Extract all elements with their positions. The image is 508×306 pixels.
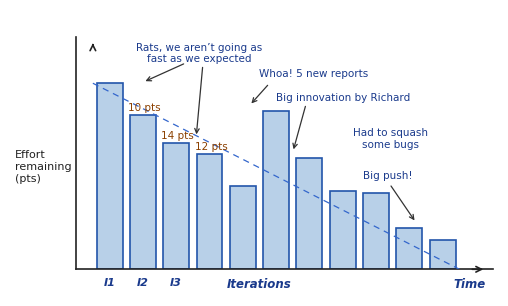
Text: I3: I3 (170, 278, 182, 288)
Text: 10 pts: 10 pts (128, 103, 161, 113)
Text: Big innovation by Richard: Big innovation by Richard (276, 93, 410, 103)
Bar (430, 240, 456, 269)
Text: Had to squash
some bugs: Had to squash some bugs (353, 128, 428, 150)
Text: Big push!: Big push! (363, 171, 412, 181)
Text: I1: I1 (104, 278, 115, 288)
Bar (197, 154, 223, 269)
Text: Rats, we aren’t going as
fast as we expected: Rats, we aren’t going as fast as we expe… (136, 43, 263, 64)
Bar (363, 193, 389, 269)
Bar (263, 111, 289, 269)
Text: 14 pts: 14 pts (161, 131, 194, 141)
Bar (297, 158, 323, 269)
Bar (396, 228, 423, 269)
Text: Iterations: Iterations (227, 278, 292, 291)
Text: Whoa! 5 new reports: Whoa! 5 new reports (260, 69, 369, 79)
Text: I2: I2 (137, 278, 149, 288)
Bar (97, 83, 122, 269)
Bar (330, 191, 356, 269)
Bar (130, 115, 156, 269)
Text: 12 pts: 12 pts (195, 142, 227, 152)
Text: Time: Time (453, 278, 486, 291)
Bar (230, 185, 256, 269)
Bar (163, 143, 189, 269)
Text: Effort
remaining
(pts): Effort remaining (pts) (15, 150, 71, 184)
